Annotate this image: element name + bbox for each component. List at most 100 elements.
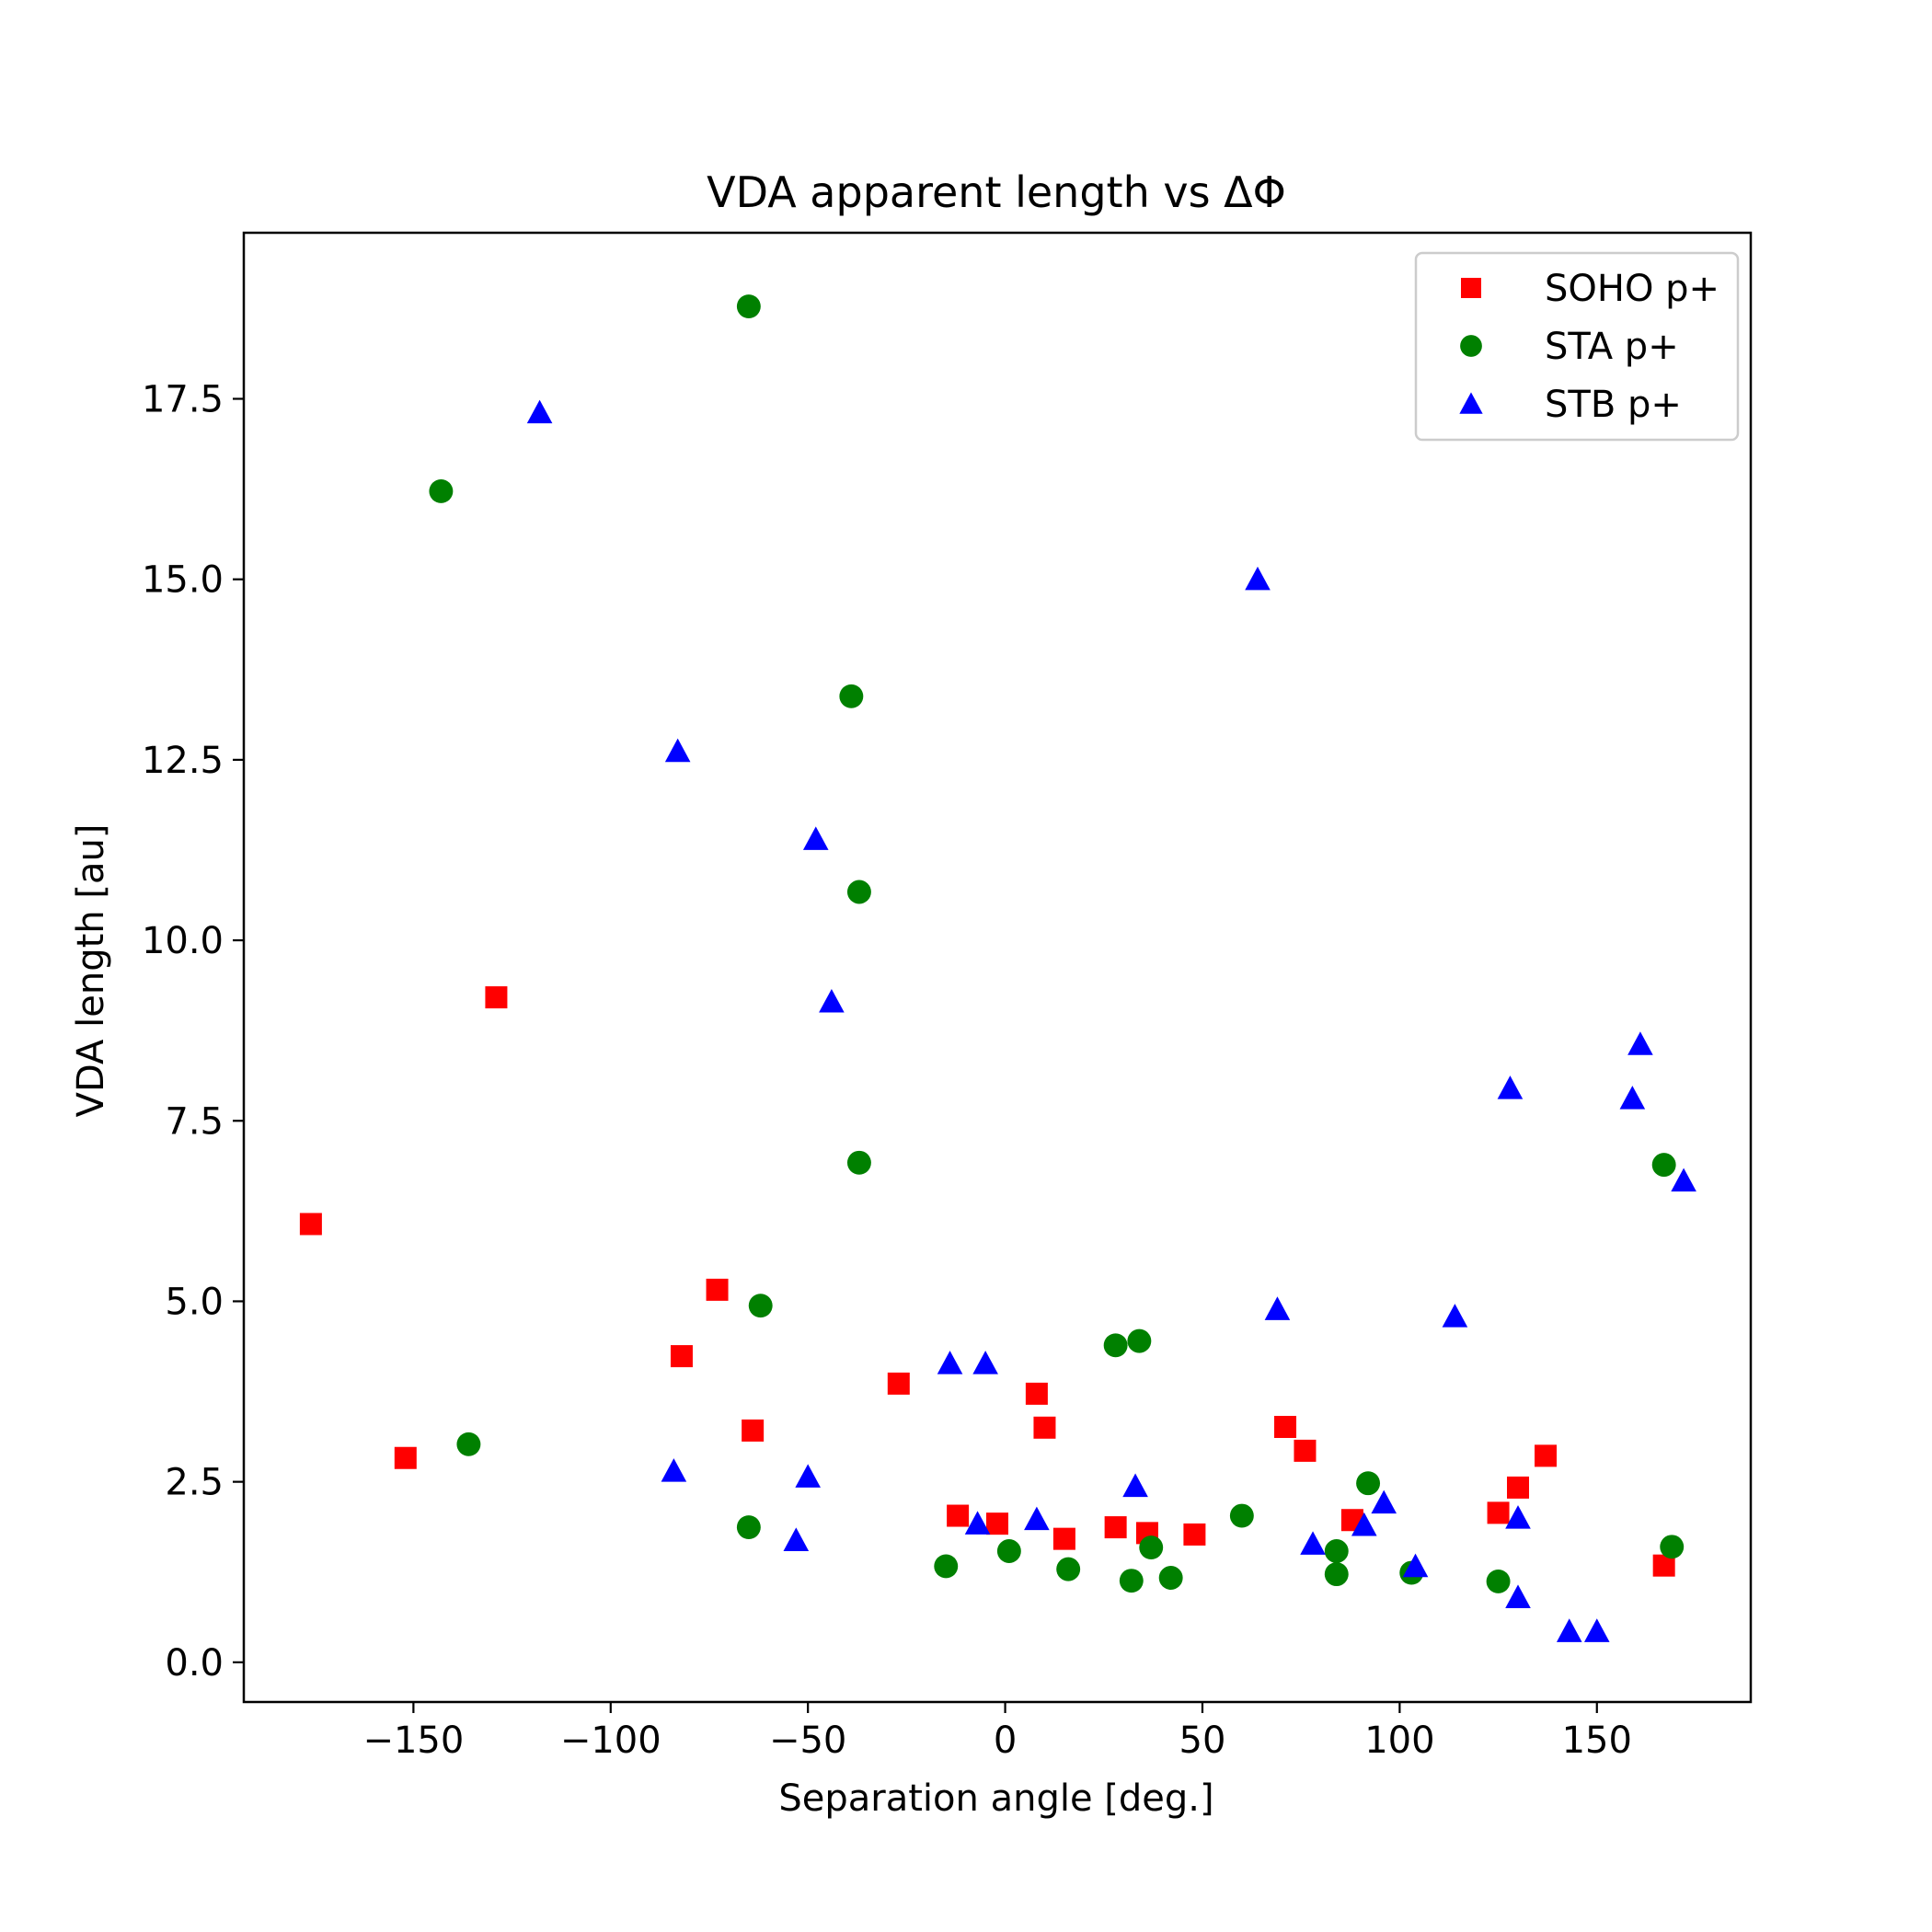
data-point bbox=[1324, 1562, 1349, 1587]
y-tick-label: 5.0 bbox=[165, 1281, 224, 1323]
data-point bbox=[706, 1278, 729, 1301]
chart-title: VDA apparent length vs ΔΦ bbox=[707, 167, 1286, 217]
data-point bbox=[1660, 1535, 1685, 1559]
y-tick-label: 2.5 bbox=[165, 1462, 224, 1504]
legend: SOHO p+ STA p+ STB p+ bbox=[1414, 251, 1740, 442]
data-point bbox=[1229, 1503, 1254, 1528]
x-tick-label: −150 bbox=[362, 1719, 464, 1762]
data-point bbox=[1583, 1618, 1610, 1642]
x-tick-label: −100 bbox=[560, 1719, 661, 1762]
data-point bbox=[1139, 1535, 1164, 1560]
data-point bbox=[670, 1345, 693, 1368]
data-point bbox=[972, 1351, 998, 1374]
data-point bbox=[1619, 1086, 1646, 1110]
legend-box bbox=[1414, 251, 1740, 442]
data-point bbox=[996, 1539, 1021, 1563]
data-point bbox=[429, 478, 454, 503]
y-tick-label: 7.5 bbox=[165, 1100, 224, 1143]
data-point bbox=[846, 880, 871, 904]
data-point bbox=[299, 1213, 322, 1236]
data-point bbox=[1122, 1473, 1148, 1498]
data-point bbox=[1183, 1523, 1206, 1546]
legend-label: SOHO p+ bbox=[1545, 268, 1719, 310]
data-point bbox=[1351, 1512, 1377, 1536]
series-sta-p bbox=[429, 294, 1685, 1593]
data-point bbox=[986, 1512, 1008, 1535]
data-point bbox=[1103, 1333, 1128, 1358]
y-tick-label: 0.0 bbox=[165, 1642, 224, 1685]
data-point bbox=[1487, 1501, 1510, 1524]
y-tick-label: 12.5 bbox=[142, 740, 224, 782]
legend-marker bbox=[1461, 278, 1481, 298]
x-tick-label: 50 bbox=[1179, 1719, 1226, 1762]
data-point bbox=[1402, 1553, 1429, 1578]
x-axis: −150 −100 −50 0 50 100 150 bbox=[362, 1702, 1632, 1762]
data-point bbox=[748, 1294, 773, 1318]
data-point bbox=[394, 1446, 417, 1469]
data-point bbox=[1497, 1075, 1524, 1099]
data-point bbox=[819, 988, 845, 1013]
data-point bbox=[1245, 566, 1271, 591]
data-point bbox=[1671, 1167, 1696, 1192]
data-point bbox=[1507, 1476, 1530, 1499]
y-tick-label: 15.0 bbox=[142, 559, 224, 602]
data-point bbox=[526, 399, 553, 424]
x-tick-label: 0 bbox=[994, 1719, 1017, 1762]
data-point bbox=[846, 1150, 871, 1175]
data-point bbox=[795, 1464, 821, 1488]
data-point bbox=[1486, 1569, 1511, 1593]
data-point bbox=[783, 1527, 810, 1551]
data-point bbox=[1104, 1516, 1127, 1539]
data-point bbox=[1033, 1416, 1056, 1439]
legend-marker bbox=[1459, 392, 1483, 414]
data-point bbox=[1505, 1505, 1531, 1529]
x-tick-label: −50 bbox=[769, 1719, 846, 1762]
data-point bbox=[1294, 1439, 1317, 1462]
data-point bbox=[1158, 1566, 1183, 1590]
legend-marker bbox=[1460, 335, 1482, 357]
data-point bbox=[839, 684, 864, 708]
data-point bbox=[664, 738, 691, 763]
series-stb-p bbox=[526, 399, 1696, 1642]
data-point bbox=[1442, 1304, 1468, 1328]
data-point bbox=[947, 1504, 970, 1527]
data-point bbox=[887, 1372, 910, 1395]
plot-frame bbox=[242, 231, 1753, 1704]
x-tick-label: 150 bbox=[1562, 1719, 1632, 1762]
data-point bbox=[1052, 1527, 1075, 1550]
legend-label: STB p+ bbox=[1545, 384, 1682, 426]
data-point bbox=[742, 1419, 765, 1442]
data-point bbox=[1324, 1539, 1349, 1563]
data-point bbox=[1371, 1489, 1397, 1514]
legend-label: STA p+ bbox=[1545, 326, 1679, 368]
data-point bbox=[456, 1432, 481, 1456]
data-point bbox=[1056, 1557, 1081, 1581]
data-point bbox=[1119, 1569, 1144, 1593]
data-point bbox=[1264, 1296, 1291, 1320]
data-point bbox=[1025, 1382, 1048, 1405]
y-axis: 0.0 2.5 5.0 7.5 10.0 12.5 15.0 17.5 bbox=[142, 378, 244, 1685]
data-point bbox=[1535, 1444, 1558, 1467]
y-tick-label: 17.5 bbox=[142, 378, 224, 420]
data-point bbox=[661, 1458, 687, 1482]
data-point bbox=[937, 1351, 963, 1374]
data-point bbox=[1356, 1471, 1381, 1496]
data-point bbox=[802, 826, 829, 850]
data-point bbox=[1274, 1416, 1297, 1439]
x-axis-label: Separation angle [deg.] bbox=[778, 1777, 1213, 1820]
data-point bbox=[736, 294, 761, 319]
y-axis-label: VDA length [au] bbox=[70, 824, 112, 1118]
data-point bbox=[1627, 1031, 1653, 1055]
data-point bbox=[934, 1554, 959, 1579]
data-point bbox=[1556, 1618, 1582, 1642]
data-point bbox=[1651, 1153, 1676, 1178]
series-soho-p bbox=[299, 986, 1675, 1577]
data-point bbox=[1127, 1328, 1152, 1353]
data-point bbox=[485, 986, 508, 1009]
data-point bbox=[1505, 1584, 1531, 1608]
y-tick-label: 10.0 bbox=[142, 920, 224, 962]
data-point bbox=[1024, 1506, 1050, 1531]
x-tick-label: 100 bbox=[1364, 1719, 1434, 1762]
plot-area bbox=[242, 231, 1753, 1704]
